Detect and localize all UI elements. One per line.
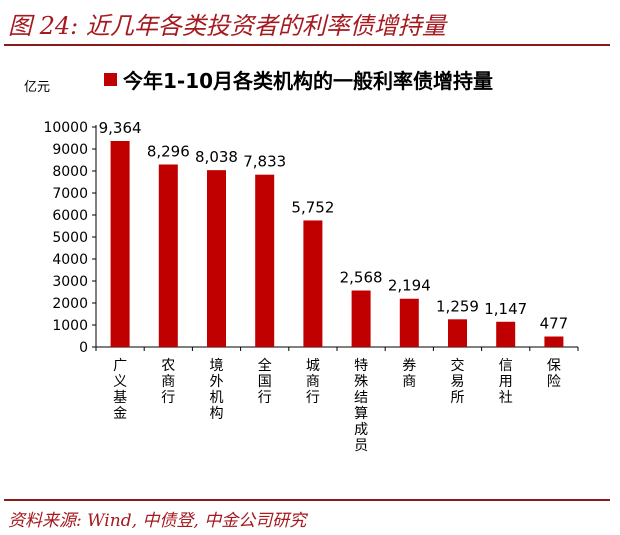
bar-chart: 0 1000 2000 3000 4000 5000 6000 7000 8000 9000 100… xyxy=(43,119,579,454)
category-label: 农商行 xyxy=(161,358,175,406)
category-label: 广义基金 xyxy=(113,358,127,422)
data-label: 7,833 xyxy=(243,153,286,171)
y-tick-label: 3000 xyxy=(52,274,88,290)
bar xyxy=(255,174,275,347)
data-label: 1,147 xyxy=(484,300,527,318)
y-tick-label: 5000 xyxy=(52,230,88,246)
y-tick-label: 7000 xyxy=(52,186,88,202)
y-tick-label: 4000 xyxy=(52,252,88,268)
data-label: 9,364 xyxy=(99,119,142,137)
bar xyxy=(158,164,178,347)
bar xyxy=(110,140,130,347)
y-tick-label: 8000 xyxy=(52,164,88,180)
data-label: 2,568 xyxy=(340,269,383,287)
chart-legend: 今年1-10月各类机构的一般利率债增持量 xyxy=(104,65,493,94)
bar xyxy=(448,319,467,347)
category-label: 券商 xyxy=(402,358,416,390)
data-label: 1,259 xyxy=(436,297,479,315)
unit-label: 亿元 xyxy=(24,80,51,95)
category-label: 交易所 xyxy=(451,357,465,406)
y-tick-label: 0 xyxy=(79,340,88,356)
figure-title: 图 24: 近几年各类投资者的利率债增持量 xyxy=(8,12,446,40)
bar xyxy=(207,170,226,347)
data-label: 5,752 xyxy=(291,198,334,216)
y-tick-label: 1000 xyxy=(52,318,88,334)
category-label: 全国行 xyxy=(258,357,272,406)
data-label: 477 xyxy=(540,315,569,333)
bar xyxy=(399,298,419,347)
data-label: 2,194 xyxy=(388,277,431,295)
category-label: 保险 xyxy=(547,358,561,390)
y-tick-label: 2000 xyxy=(52,296,88,312)
legend-swatch xyxy=(104,73,117,86)
category-label: 特殊结算成员 xyxy=(354,358,368,454)
y-tick-label: 10000 xyxy=(43,120,88,136)
data-label: 8,038 xyxy=(195,148,238,166)
figure-source: 资料来源: Wind, 中债登, 中金公司研究 xyxy=(8,511,307,531)
category-label: 境外机构 xyxy=(210,358,224,422)
category-label: 城商行 xyxy=(306,358,320,406)
data-label: 8,296 xyxy=(147,142,190,160)
legend-label: 今年1-10月各类机构的一般利率债增持量 xyxy=(123,69,494,93)
y-tick-label: 9000 xyxy=(52,142,88,158)
title-divider xyxy=(4,44,610,46)
y-tick-label: 6000 xyxy=(52,208,88,224)
bar xyxy=(496,321,516,347)
bar xyxy=(544,336,564,347)
bar xyxy=(351,290,371,347)
category-label: 信用社 xyxy=(499,358,513,406)
source-divider xyxy=(4,499,610,501)
bar xyxy=(303,220,323,347)
